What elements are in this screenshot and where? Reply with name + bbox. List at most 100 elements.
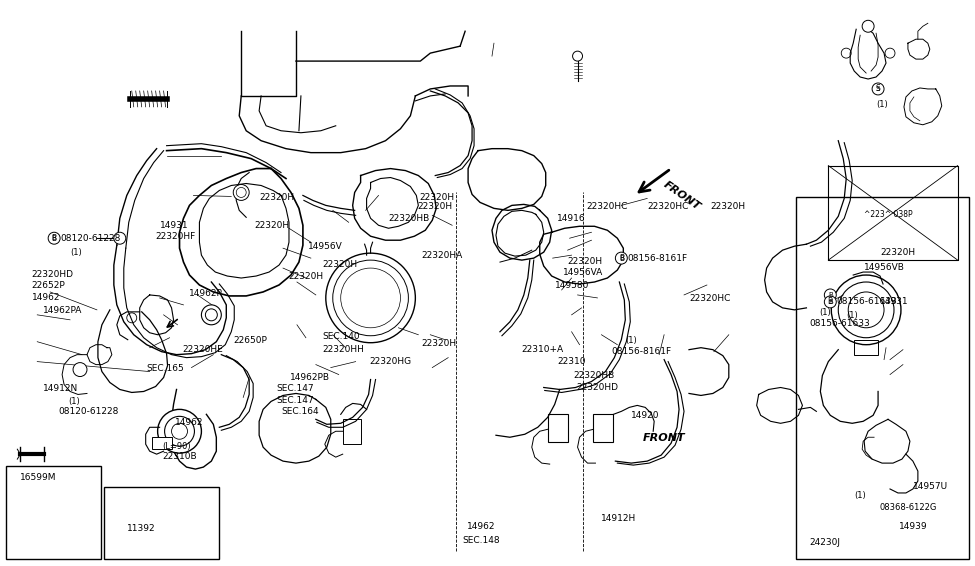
- Bar: [6, 466, 101, 559]
- Circle shape: [872, 83, 884, 95]
- Text: SEC.165: SEC.165: [146, 364, 183, 373]
- Text: FRONT: FRONT: [661, 179, 702, 212]
- Text: B: B: [52, 234, 57, 243]
- Text: 08156-8161F: 08156-8161F: [611, 347, 672, 356]
- Circle shape: [572, 51, 582, 61]
- Text: B: B: [828, 297, 833, 306]
- Bar: [594, 414, 613, 442]
- Text: 22320H: 22320H: [421, 340, 456, 348]
- Bar: [796, 198, 969, 559]
- Text: 22320H: 22320H: [259, 193, 294, 202]
- Text: 22320HC: 22320HC: [586, 203, 628, 212]
- Text: (1): (1): [854, 491, 866, 500]
- Text: 14956VA: 14956VA: [564, 268, 604, 277]
- Circle shape: [332, 260, 409, 336]
- Circle shape: [48, 232, 60, 244]
- Text: 22320H: 22320H: [880, 247, 916, 256]
- Text: (1): (1): [70, 248, 82, 256]
- Text: 22320HC: 22320HC: [647, 203, 689, 212]
- Text: 14920: 14920: [631, 411, 660, 420]
- Circle shape: [158, 409, 202, 453]
- Circle shape: [202, 305, 221, 325]
- Text: 22320HB: 22320HB: [573, 371, 614, 380]
- Text: 14957U: 14957U: [913, 482, 948, 491]
- Text: 14956V: 14956V: [308, 242, 343, 251]
- Circle shape: [233, 185, 250, 200]
- Circle shape: [326, 253, 415, 342]
- Text: 14912N: 14912N: [43, 384, 78, 393]
- Circle shape: [73, 363, 87, 376]
- Text: (1): (1): [877, 100, 888, 109]
- Text: 08368-6122G: 08368-6122G: [879, 503, 937, 512]
- Circle shape: [114, 232, 126, 244]
- Text: 14962PB: 14962PB: [290, 373, 330, 382]
- Text: 22310: 22310: [558, 357, 586, 366]
- Text: 14939: 14939: [899, 522, 927, 531]
- Text: 22320H: 22320H: [289, 272, 324, 281]
- Text: 22320H: 22320H: [567, 257, 603, 266]
- Text: 08156-8161F: 08156-8161F: [627, 254, 687, 263]
- Text: 14931: 14931: [160, 221, 188, 230]
- Circle shape: [862, 20, 875, 32]
- Bar: [854, 340, 878, 355]
- Text: 08120-61228: 08120-61228: [58, 407, 119, 416]
- Text: 22320H: 22320H: [711, 203, 746, 212]
- Text: 16599M: 16599M: [20, 473, 57, 482]
- Text: (L=90): (L=90): [163, 442, 191, 451]
- Text: 22310+A: 22310+A: [522, 345, 564, 354]
- Text: 14962: 14962: [467, 522, 496, 531]
- Text: B: B: [619, 255, 624, 261]
- Text: B: B: [52, 235, 57, 241]
- Text: 22652P: 22652P: [31, 281, 65, 290]
- Text: S: S: [876, 86, 880, 92]
- Text: 08156-61633: 08156-61633: [837, 297, 897, 306]
- Circle shape: [824, 289, 837, 301]
- Text: 14962: 14962: [176, 418, 204, 427]
- Text: 14962PA: 14962PA: [43, 306, 83, 315]
- Text: FRONT: FRONT: [643, 433, 685, 443]
- Circle shape: [838, 282, 894, 338]
- Circle shape: [615, 252, 627, 264]
- Text: 22320HC: 22320HC: [689, 294, 730, 303]
- Text: 22320HH: 22320HH: [323, 345, 365, 354]
- Text: 11392: 11392: [127, 524, 155, 533]
- Text: SEC.164: SEC.164: [282, 407, 320, 416]
- Text: 14962: 14962: [31, 293, 60, 302]
- Text: B: B: [828, 299, 833, 305]
- Text: 22320H: 22320H: [419, 193, 454, 202]
- Text: SEC.147: SEC.147: [276, 396, 314, 405]
- Text: SEC.148: SEC.148: [463, 537, 500, 546]
- Text: 24230J: 24230J: [809, 538, 840, 547]
- Circle shape: [832, 275, 901, 345]
- Text: SEC.147: SEC.147: [276, 384, 314, 393]
- Text: 14931: 14931: [880, 297, 909, 306]
- Text: 22320HF: 22320HF: [156, 232, 196, 241]
- Text: 22320HD: 22320HD: [31, 270, 73, 279]
- Text: 14962P: 14962P: [189, 289, 222, 298]
- Text: SEC.140: SEC.140: [323, 332, 360, 341]
- Text: 22320H: 22320H: [323, 260, 358, 269]
- Text: 08156-61633: 08156-61633: [809, 319, 871, 328]
- Text: 149580: 149580: [556, 281, 590, 290]
- Text: 22320HD: 22320HD: [577, 383, 619, 392]
- Text: 22650P: 22650P: [233, 336, 267, 345]
- Text: 14912H: 14912H: [601, 514, 637, 523]
- Text: (1): (1): [625, 336, 637, 345]
- Circle shape: [824, 296, 837, 308]
- Circle shape: [165, 417, 194, 446]
- Text: 22320HB: 22320HB: [389, 214, 430, 223]
- Text: 08120-61228: 08120-61228: [60, 234, 121, 243]
- Text: S: S: [876, 84, 880, 93]
- Text: B: B: [828, 292, 833, 298]
- Text: 22320H: 22320H: [254, 221, 290, 230]
- Text: 22310B: 22310B: [163, 452, 197, 461]
- Text: 14916: 14916: [558, 214, 586, 223]
- Bar: [152, 438, 172, 449]
- Text: (1): (1): [846, 311, 858, 320]
- Text: 22320HA: 22320HA: [421, 251, 463, 260]
- Text: (1): (1): [68, 397, 80, 406]
- Text: 22320HG: 22320HG: [370, 357, 411, 366]
- Text: B: B: [619, 254, 624, 263]
- Text: 22320H: 22320H: [417, 203, 452, 212]
- Bar: [343, 419, 361, 444]
